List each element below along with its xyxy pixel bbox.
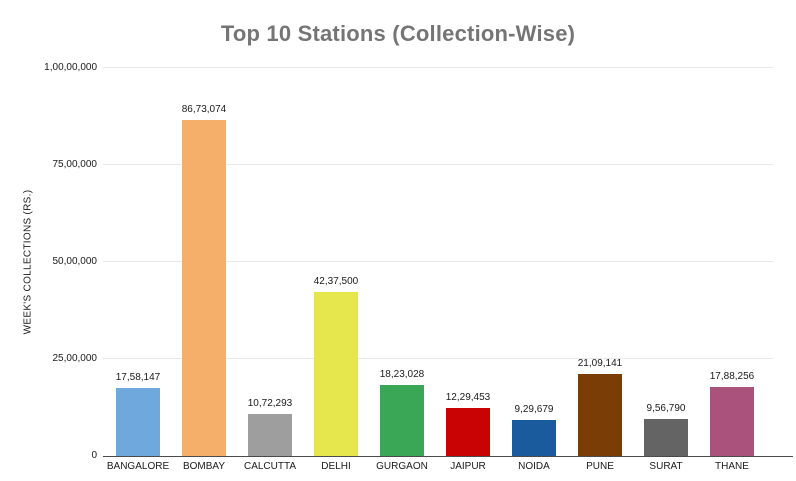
bar-group-thane: 17,88,256	[699, 68, 765, 456]
bar-group-jaipur: 12,29,453	[435, 68, 501, 456]
y-tick-label: 1,00,00,000	[44, 62, 97, 73]
x-axis-label-noida: NOIDA	[518, 461, 550, 472]
x-axis-label-pune: PUNE	[586, 461, 614, 472]
bar-value-label: 17,88,256	[709, 370, 755, 382]
bar-surat[interactable]	[644, 418, 688, 456]
gridline	[103, 164, 773, 165]
bar-value-label: 17,58,147	[115, 371, 161, 383]
bar-value-label: 42,37,500	[313, 275, 359, 287]
bar-pune[interactable]	[578, 374, 622, 456]
bar-group-surat: 9,56,790	[633, 68, 699, 456]
x-axis-label-calcutta: CALCUTTA	[243, 461, 297, 472]
bar-group-bangalore: 17,58,147	[105, 68, 171, 456]
x-axis-label-jaipur: JAIPUR	[450, 461, 486, 472]
x-axis-labels: BANGALORE BOMBAY CALCUTTA DELHI GURGAON JAIPU…	[105, 461, 765, 472]
bar-value-label: 9,56,790	[646, 402, 686, 414]
x-axis-label-thane: THANE	[715, 461, 749, 472]
bar-thane[interactable]	[710, 386, 754, 456]
bar-delhi[interactable]	[314, 291, 358, 456]
y-tick-label: 25,00,000	[52, 353, 98, 364]
bar-noida[interactable]	[512, 419, 556, 456]
bar-group-pune: 21,09,141	[567, 68, 633, 456]
bar-group-bombay: 86,73,074	[171, 68, 237, 456]
bar-value-label: 10,72,293	[247, 398, 293, 410]
bar-group-gurgaon: 18,23,028	[369, 68, 435, 456]
x-axis-line	[103, 456, 793, 457]
bar-value-label: 9,29,679	[514, 403, 554, 415]
bar-value-label: 21,09,141	[577, 358, 623, 370]
gridline	[103, 261, 773, 262]
x-axis-label-surat: SURAT	[649, 461, 683, 472]
x-axis-label-delhi: DELHI	[321, 461, 351, 472]
bar-jaipur[interactable]	[446, 408, 490, 456]
y-tick-label: 50,00,000	[52, 256, 98, 267]
bar-value-label: 12,29,453	[445, 392, 491, 404]
y-tick-label: 75,00,000	[52, 159, 98, 170]
gridline	[103, 358, 773, 359]
x-axis-label-gurgaon: GURGAON	[376, 461, 428, 472]
bar-group-delhi: 42,37,500	[303, 68, 369, 456]
chart-title: Top 10 Stations (Collection-Wise)	[220, 21, 576, 46]
bars-row: 17,58,147 86,73,074 10,72,293 42,37,500 18,2…	[105, 68, 765, 456]
bar-bangalore[interactable]	[116, 387, 160, 456]
plot-area: 17,58,147 86,73,074 10,72,293 42,37,500 18,2…	[103, 67, 793, 457]
x-axis-label-bombay: BOMBAY	[182, 461, 226, 472]
y-tick-label: 0	[91, 450, 97, 461]
bar-value-label: 86,73,074	[181, 103, 227, 115]
x-axis-label-bangalore: BANGALORE	[106, 461, 170, 472]
bar-gurgaon[interactable]	[380, 385, 424, 456]
bar-group-noida: 9,29,679	[501, 68, 567, 456]
bar-group-calcutta: 10,72,293	[237, 68, 303, 456]
bar-bombay[interactable]	[182, 119, 226, 456]
gridline	[103, 67, 773, 68]
bar-calcutta[interactable]	[248, 414, 292, 456]
bar-value-label: 18,23,028	[379, 369, 425, 381]
